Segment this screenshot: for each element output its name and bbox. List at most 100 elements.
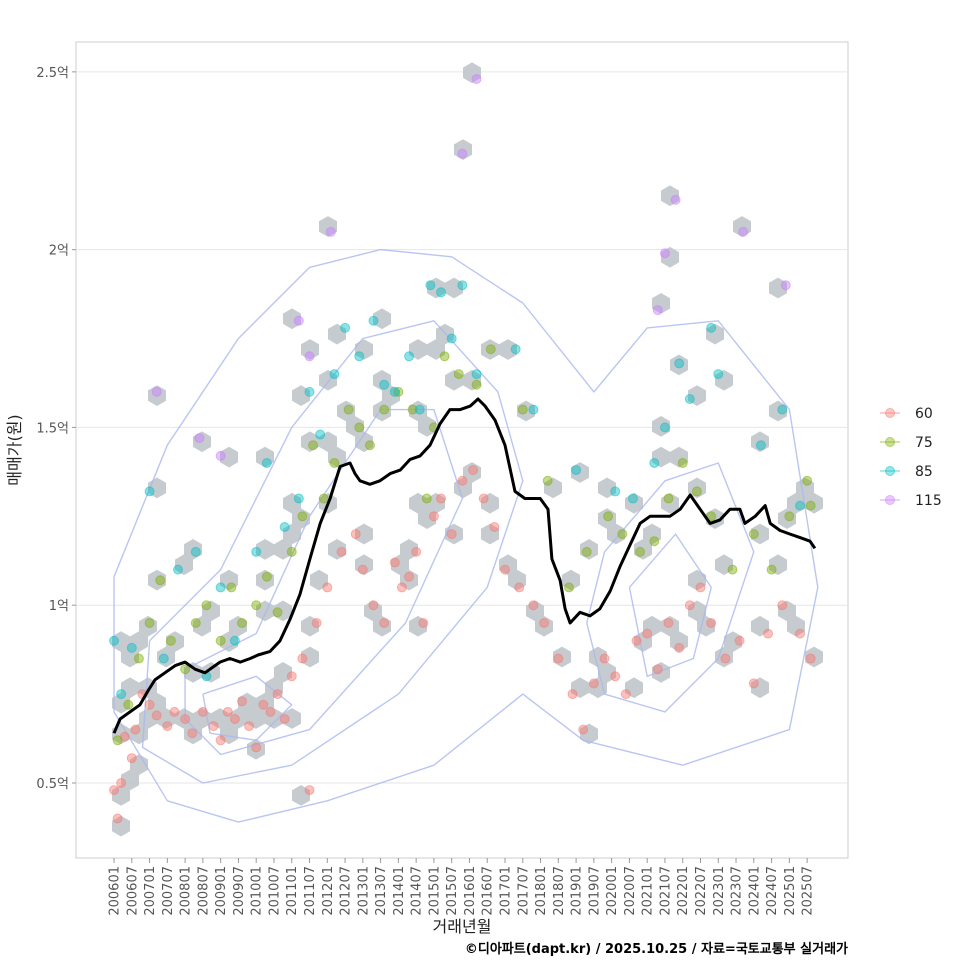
point-60	[180, 713, 191, 724]
legend-key-point	[885, 495, 895, 505]
hexbin-cell	[211, 708, 229, 729]
point-75	[517, 404, 528, 415]
caption: ©디아파트(dapt.kr) / 2025.10.25 / 자료=국토교통부 실…	[465, 941, 848, 957]
point-75	[364, 440, 375, 451]
hexbin-cell	[355, 554, 373, 576]
point-60	[144, 699, 155, 710]
hexbin-cell	[373, 308, 391, 330]
point-60	[116, 777, 127, 788]
point-60	[734, 635, 745, 646]
point-85	[713, 369, 724, 380]
point-75	[727, 564, 738, 575]
hexbin-cell	[328, 539, 346, 560]
point-85	[674, 358, 685, 369]
point-60	[258, 699, 269, 710]
point-75	[286, 546, 297, 557]
hexbin-cell	[751, 615, 769, 637]
point-75	[677, 457, 688, 468]
point-85	[229, 635, 240, 646]
hexbin-cell	[427, 277, 445, 299]
point-85	[414, 404, 425, 415]
point-75	[144, 617, 155, 628]
point-60	[567, 689, 578, 700]
point-115	[670, 194, 681, 205]
hexbin-cell	[202, 600, 220, 622]
x-tick-label: 201001	[250, 866, 265, 916]
point-60	[514, 582, 525, 593]
x-tick-label: 200707	[161, 866, 176, 916]
hexbin-cell	[274, 600, 292, 622]
hexbin-cell	[148, 569, 166, 591]
hexbin-cell	[715, 554, 733, 576]
point-75	[297, 511, 308, 522]
point-60	[396, 582, 407, 593]
legend: 60 75 85 115	[880, 406, 942, 509]
point-60	[279, 713, 290, 724]
hexbin-cell	[607, 523, 625, 545]
hexbin-cell	[733, 216, 751, 237]
x-tick-label: 202301	[712, 866, 727, 916]
point-85	[215, 582, 226, 593]
point-85	[425, 280, 436, 291]
hexbin-cell	[112, 815, 130, 837]
legend-label: 75	[915, 435, 933, 451]
point-85	[173, 564, 184, 575]
point-60	[297, 653, 308, 664]
point-60	[599, 653, 610, 664]
x-tick-label: 201201	[321, 866, 336, 916]
y-axis: 0.5억 1억 1.5억 2억 2.5억	[36, 66, 76, 792]
hexbin-cell	[769, 277, 787, 299]
hexbin-cell	[139, 615, 157, 637]
hexbin-cell	[598, 477, 616, 499]
point-85	[777, 404, 788, 415]
hexbin-cell	[697, 615, 715, 637]
x-tick-label: 201701	[499, 866, 514, 916]
hexbin-cell	[220, 446, 238, 468]
x-tick-label: 200907	[232, 866, 247, 916]
hexbin-cell	[301, 615, 319, 637]
point-85	[329, 369, 340, 380]
x-tick-label: 200801	[179, 866, 194, 916]
x-tick-label: 202207	[694, 866, 709, 916]
x-tick-label: 202507	[801, 866, 816, 916]
hexbin-cell	[643, 615, 661, 637]
x-tick-label: 200601	[108, 866, 123, 916]
point-60	[478, 493, 489, 504]
point-60	[720, 653, 731, 664]
point-85	[389, 386, 400, 397]
point-75	[272, 607, 283, 618]
point-60	[197, 706, 208, 717]
point-60	[674, 642, 685, 653]
hexbin-cell	[283, 492, 301, 514]
point-60	[379, 617, 390, 628]
point-85	[340, 322, 351, 333]
hexbin-cell	[283, 308, 301, 330]
hexbin-cell	[688, 600, 706, 622]
point-75	[766, 564, 777, 575]
legend-label: 60	[915, 406, 933, 422]
point-85	[109, 635, 120, 646]
legend-label: 115	[915, 493, 942, 509]
hexbin-cell	[643, 523, 661, 545]
point-85	[368, 315, 379, 326]
point-60	[130, 724, 141, 735]
point-60	[457, 475, 468, 486]
x-tick-label: 202201	[676, 866, 691, 916]
trend-line	[112, 397, 817, 734]
point-60	[684, 600, 695, 611]
point-60	[244, 721, 255, 732]
x-tick-label: 201301	[356, 866, 371, 916]
hexbin-cell	[184, 539, 202, 560]
point-75	[421, 493, 432, 504]
hexbin-cell	[769, 554, 787, 576]
point-60	[748, 678, 759, 689]
point-75	[802, 475, 813, 486]
x-tick-label: 201901	[570, 866, 585, 916]
hexbin-cell	[229, 615, 247, 637]
point-75	[226, 582, 237, 593]
point-85	[457, 280, 468, 291]
point-60	[663, 617, 674, 628]
hexbin-cell	[571, 677, 589, 699]
point-115	[738, 226, 749, 237]
